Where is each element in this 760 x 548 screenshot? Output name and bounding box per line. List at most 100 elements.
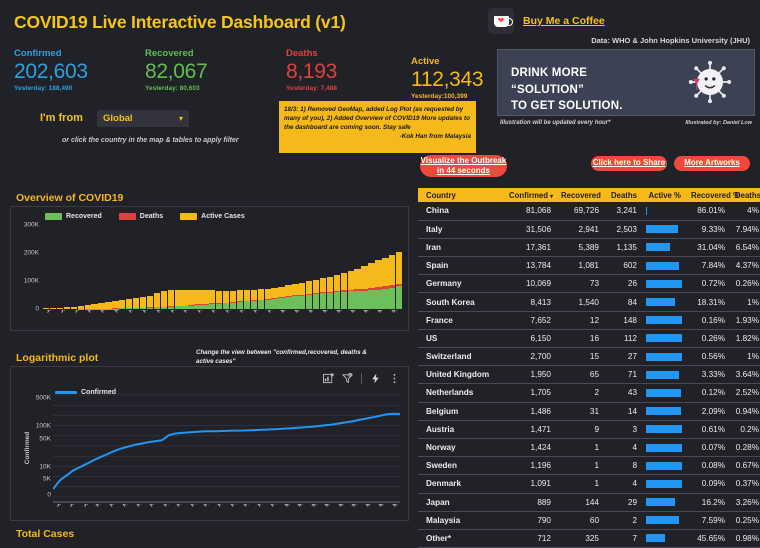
x-tick-label: Mar 18, 20.. bbox=[392, 504, 417, 508]
table-row[interactable]: United Kingdom 1,950 65 71 3.33% 3.64% bbox=[418, 365, 760, 385]
cell-deaths: 84 bbox=[604, 292, 642, 312]
cell-recovered: 65 bbox=[556, 365, 604, 385]
table-row[interactable]: China 81,068 69,726 3,241 86.01% 4% bbox=[418, 202, 760, 221]
table-row[interactable]: Netherlands 1,705 2 43 0.12% 2.52% bbox=[418, 383, 760, 403]
filter-icon[interactable] bbox=[342, 373, 353, 384]
table-row[interactable]: Sweden 1,196 1 8 0.08% 0.67% bbox=[418, 456, 760, 476]
y-tick-label: 200K bbox=[23, 249, 39, 257]
cell-active-bar bbox=[642, 202, 686, 221]
legend-label: Active Cases bbox=[201, 213, 245, 220]
overview-bar bbox=[257, 289, 264, 309]
country-table[interactable]: Country Confirmed ▾ Recovered Deaths Acti… bbox=[418, 188, 760, 548]
table-row[interactable]: Iran 17,361 5,389 1,135 31.04% 6.54% bbox=[418, 238, 760, 258]
table-row[interactable]: US 6,150 16 112 0.26% 1.82% bbox=[418, 329, 760, 349]
cell-recovered-pct: 45.65% bbox=[686, 529, 730, 548]
table-row[interactable]: Italy 31,506 2,941 2,503 9.33% 7.94% bbox=[418, 220, 760, 239]
table-row[interactable]: Other* 712 325 7 45.65% 0.98% bbox=[418, 529, 760, 548]
cell-confirmed: 13,784 bbox=[504, 256, 556, 276]
logplot-annotation: Change the view between "confirmed,recov… bbox=[196, 349, 367, 365]
cell-recovered: 73 bbox=[556, 274, 604, 294]
col-country[interactable]: Country bbox=[418, 188, 504, 202]
more-artworks-button[interactable]: More Artworks bbox=[674, 156, 750, 171]
cell-deaths-pct: 1.82% bbox=[730, 329, 760, 349]
table-row[interactable]: Austria 1,471 9 3 0.61% 0.2% bbox=[418, 420, 760, 439]
cell-deaths: 7 bbox=[604, 529, 642, 548]
bolt-icon[interactable] bbox=[370, 373, 381, 384]
cell-recovered: 12 bbox=[556, 311, 604, 330]
buy-me-a-coffee-link[interactable]: Buy Me a Coffee bbox=[523, 15, 605, 27]
cell-active-bar bbox=[642, 256, 686, 276]
cell-country: Iran bbox=[418, 238, 504, 258]
table-row[interactable]: Belgium 1,486 31 14 2.09% 0.94% bbox=[418, 402, 760, 421]
table-row[interactable]: Japan 889 144 29 16.2% 3.26% bbox=[418, 493, 760, 512]
overview-bar bbox=[70, 306, 78, 309]
advertisement-banner[interactable]: DRINK MORE “SOLUTION” TO GET SOLUTION. bbox=[497, 49, 755, 116]
logplot-x-axis: Jan 27, 2020Jan 29, 2020Jan 31, 2020Feb … bbox=[53, 504, 450, 530]
cell-deaths: 148 bbox=[604, 311, 642, 330]
legend-label: Confirmed bbox=[81, 389, 116, 396]
kpi-yesterday: Yesterday:100,399 bbox=[411, 93, 468, 101]
cell-deaths: 3,241 bbox=[604, 202, 642, 221]
legend-item-recovered[interactable]: Recovered bbox=[45, 213, 102, 220]
cell-deaths: 43 bbox=[604, 383, 642, 403]
notes-signature: -Kok Han from Malaysia bbox=[399, 133, 471, 141]
overview-bar bbox=[243, 289, 251, 309]
overview-bar bbox=[229, 290, 237, 309]
table-row[interactable]: Denmark 1,091 1 4 0.09% 0.37% bbox=[418, 474, 760, 494]
share-button[interactable]: Click here to Share bbox=[591, 156, 667, 171]
cell-deaths-pct: 3.26% bbox=[730, 493, 760, 512]
cell-active-bar bbox=[642, 329, 686, 349]
cell-deaths-pct: 0.25% bbox=[730, 511, 760, 530]
table-row[interactable]: Spain 13,784 1,081 602 7.84% 4.37% bbox=[418, 256, 760, 276]
cell-confirmed: 1,950 bbox=[504, 365, 556, 385]
notes-line-2: 2) Added Overview of COVID19 bbox=[326, 115, 420, 123]
col-confirmed[interactable]: Confirmed ▾ bbox=[504, 188, 556, 202]
table-row[interactable]: Switzerland 2,700 15 27 0.56% 1% bbox=[418, 347, 760, 367]
col-deaths[interactable]: Deaths bbox=[604, 188, 642, 202]
cell-deaths: 4 bbox=[604, 438, 642, 458]
col-active-pct[interactable]: Active % bbox=[642, 188, 686, 202]
cell-recovered: 2 bbox=[556, 383, 604, 403]
table-row[interactable]: Malaysia 790 60 2 7.59% 0.25% bbox=[418, 511, 760, 530]
cell-confirmed: 1,471 bbox=[504, 420, 556, 439]
cell-recovered: 1 bbox=[556, 474, 604, 494]
legend-item-active[interactable]: Active Cases bbox=[180, 213, 245, 220]
filter-hint: or click the country in the map & tables… bbox=[62, 137, 239, 144]
cell-confirmed: 17,361 bbox=[504, 238, 556, 258]
cell-country: Belgium bbox=[418, 402, 504, 421]
x-tick-label: Jan 31, 2020 bbox=[73, 310, 100, 314]
x-tick-label: Feb 10, 2020 bbox=[142, 310, 169, 314]
col-deaths-pct[interactable]: Deaths % bbox=[730, 188, 760, 202]
x-tick-label: Jan 29, 2020 bbox=[59, 310, 86, 314]
legend-item-confirmed[interactable]: Confirmed bbox=[55, 389, 116, 396]
toolbar-divider bbox=[361, 373, 362, 384]
legend-item-deaths[interactable]: Deaths bbox=[118, 213, 163, 220]
cell-deaths-pct: 1.93% bbox=[730, 311, 760, 330]
chart-view-icon[interactable] bbox=[323, 373, 334, 384]
overview-bar bbox=[285, 285, 292, 309]
cell-recovered: 1,081 bbox=[556, 256, 604, 276]
table-row[interactable]: South Korea 8,413 1,540 84 18.31% 1% bbox=[418, 292, 760, 312]
table-row[interactable]: Norway 1,424 1 4 0.07% 0.28% bbox=[418, 438, 760, 458]
kebab-menu-icon[interactable] bbox=[389, 373, 400, 384]
overview-bar bbox=[292, 284, 299, 309]
kpi-yesterday: Yesterday: 188,490 bbox=[14, 85, 73, 93]
country-filter-dropdown[interactable]: Global ▾ bbox=[97, 110, 189, 127]
cell-recovered-pct: 0.09% bbox=[686, 474, 730, 494]
overview-bar bbox=[319, 278, 327, 309]
kpi-label: Deaths bbox=[286, 48, 318, 59]
col-recovered[interactable]: Recovered bbox=[556, 188, 604, 202]
notes-line-3: More updates to the dashboard are coming… bbox=[284, 115, 470, 132]
cell-deaths: 4 bbox=[604, 474, 642, 494]
coffee-cup-icon: ❤ bbox=[488, 8, 514, 34]
col-recovered-pct[interactable]: Recovered % bbox=[686, 188, 740, 202]
active-percent-bar bbox=[646, 298, 675, 307]
update-notes: 18/3: 1) Removed GeoMap, added Log Plot … bbox=[279, 101, 476, 153]
buy-me-a-coffee[interactable]: ❤ Buy Me a Coffee bbox=[488, 8, 605, 34]
table-row[interactable]: France 7,652 12 148 0.16% 1.93% bbox=[418, 311, 760, 330]
overview-bar bbox=[132, 298, 140, 309]
visualize-outbreak-button[interactable]: Visualize the Outbreak in 44 seconds bbox=[420, 155, 507, 177]
table-row[interactable]: Germany 10,069 73 26 0.72% 0.26% bbox=[418, 274, 760, 294]
cell-deaths-pct: 6.54% bbox=[730, 238, 760, 258]
